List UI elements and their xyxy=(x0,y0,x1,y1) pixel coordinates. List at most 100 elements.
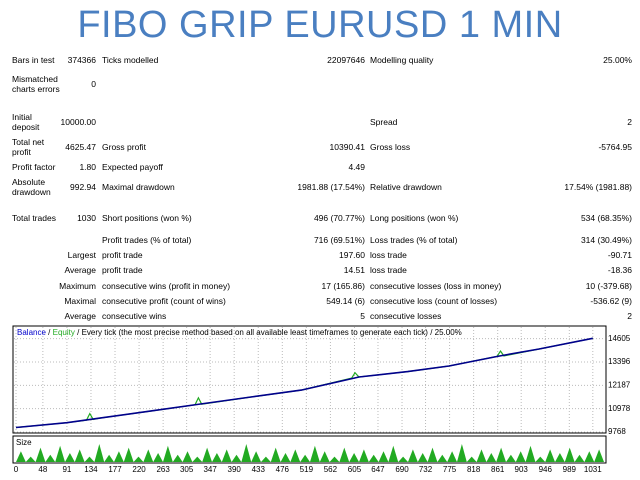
stat-value: -90.71 xyxy=(607,250,632,260)
legend-equity: Equity xyxy=(53,328,75,337)
size-bar xyxy=(172,454,183,462)
legend: Balance / Equity / Every tick (the most … xyxy=(17,328,462,337)
stat-value: 17.54% (1981.88) xyxy=(564,182,632,192)
size-bar xyxy=(241,444,252,462)
stat-label: loss trade xyxy=(370,265,407,275)
stat-label: Spread xyxy=(370,117,398,127)
size-bar xyxy=(123,447,134,462)
x-tick-label: 519 xyxy=(300,465,314,474)
size-bar xyxy=(270,447,281,462)
stat-value: 4625.47 xyxy=(65,142,96,152)
stat-label: Maximal xyxy=(64,296,96,306)
legend-separator: / xyxy=(48,328,51,337)
stat-label: Relative drawdown xyxy=(370,182,442,192)
stat-value: 14.51 xyxy=(343,265,365,275)
size-bar xyxy=(574,454,585,462)
stat-value: 10000.00 xyxy=(60,117,96,127)
x-tick-label: 732 xyxy=(419,465,433,474)
size-bar xyxy=(74,449,85,462)
size-bar xyxy=(35,447,46,462)
size-bar xyxy=(251,451,261,462)
x-tick-label: 347 xyxy=(203,465,217,474)
size-bar xyxy=(378,451,389,462)
size-bar xyxy=(290,449,301,462)
stat-value: 1981.88 (17.54%) xyxy=(297,182,365,192)
stat-value: 1.80 xyxy=(79,162,96,172)
stat-label: loss trade xyxy=(370,250,407,260)
size-bar xyxy=(447,451,457,462)
size-bar xyxy=(104,454,114,462)
x-tick-label: 433 xyxy=(252,465,266,474)
x-tick-label: 647 xyxy=(371,465,385,474)
size-bar xyxy=(94,444,105,462)
stat-label: Total net profit xyxy=(12,137,45,157)
x-tick-label: 903 xyxy=(515,465,529,474)
size-bar xyxy=(457,444,467,462)
stat-value: 5 xyxy=(360,311,365,321)
size-bar xyxy=(584,451,595,462)
size-bar xyxy=(192,456,203,462)
stat-label: Maximum xyxy=(59,281,96,291)
x-tick-label: 263 xyxy=(156,465,170,474)
size-frame xyxy=(12,435,607,464)
size-bar xyxy=(515,451,526,462)
size-bar xyxy=(65,453,75,462)
size-bar xyxy=(163,445,173,462)
stat-value: 1030 xyxy=(77,213,96,223)
legend-separator: / xyxy=(430,328,433,337)
size-bar xyxy=(555,453,565,462)
stat-label: Modelling quality xyxy=(370,55,434,65)
size-bar xyxy=(300,454,310,462)
stat-label: Mismatched charts errors xyxy=(12,74,60,94)
stat-label: Loss trades (% of total) xyxy=(370,235,458,245)
size-bar xyxy=(437,454,448,462)
stat-label: Gross profit xyxy=(102,142,146,152)
stat-value: -18.36 xyxy=(607,265,632,275)
size-bar xyxy=(182,451,193,462)
x-tick-label: 305 xyxy=(180,465,194,474)
stat-value: 534 (68.35%) xyxy=(580,213,632,223)
stat-value: 22097646 xyxy=(327,55,365,65)
stat-value: 25.00% xyxy=(603,55,632,65)
size-bar xyxy=(427,447,438,462)
size-bar xyxy=(16,451,26,462)
x-tick-label: 989 xyxy=(563,465,577,474)
x-tick-label: 775 xyxy=(443,465,457,474)
stat-value: 2 xyxy=(627,117,632,127)
size-bar xyxy=(398,456,408,462)
size-bar xyxy=(153,453,163,462)
stat-label: consecutive loss (count of losses) xyxy=(370,296,498,306)
stat-label: Gross loss xyxy=(370,142,411,152)
x-tick-label: 861 xyxy=(491,465,505,474)
x-tick-label: 946 xyxy=(539,465,553,474)
stat-value: 992.94 xyxy=(70,182,96,192)
x-tick-label: 690 xyxy=(395,465,409,474)
stat-value: 4.49 xyxy=(348,162,365,172)
size-bar xyxy=(368,454,379,462)
title: FIBO GRIP EURUSD 1 MIN xyxy=(77,4,563,46)
x-tick-label: 818 xyxy=(467,465,481,474)
y-tick-label: 9768 xyxy=(608,427,626,436)
stat-value: 17 (165.86) xyxy=(321,281,365,291)
stat-label: consecutive profit (count of wins) xyxy=(102,296,226,306)
legend-balance: Balance xyxy=(17,328,46,337)
stat-value: 496 (70.77%) xyxy=(313,213,365,223)
stat-label: profit trade xyxy=(102,250,143,260)
y-tick-label: 12187 xyxy=(608,380,631,389)
size-bar xyxy=(535,456,546,462)
size-bar xyxy=(466,456,477,462)
y-tick-label: 14605 xyxy=(608,334,631,343)
size-bar xyxy=(133,456,144,462)
y-tick-label: 13396 xyxy=(608,357,631,366)
x-tick-label: 220 xyxy=(132,465,146,474)
size-bar xyxy=(417,453,428,462)
size-bar xyxy=(339,447,350,462)
size-bar xyxy=(310,445,320,462)
x-tick-label: 476 xyxy=(276,465,290,474)
x-tick-label: 1031 xyxy=(584,465,602,474)
balance-line xyxy=(15,337,593,429)
x-tick-label: 0 xyxy=(14,465,19,474)
size-bar xyxy=(55,445,65,462)
